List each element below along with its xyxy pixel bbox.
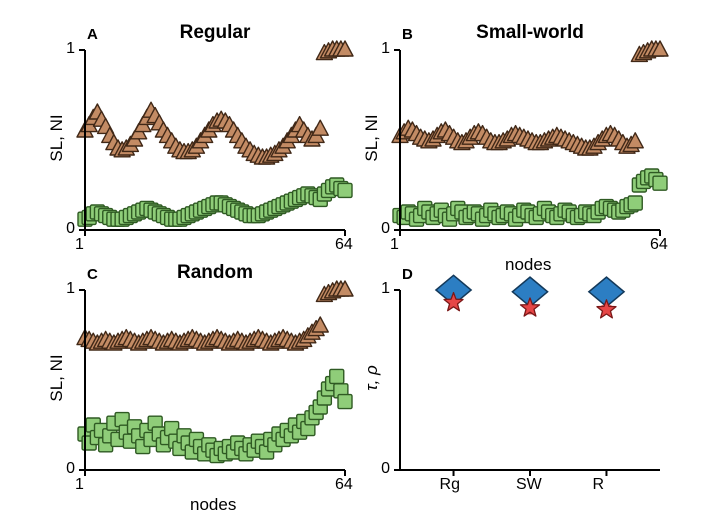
panel-c-letter: C (87, 266, 98, 283)
panel-c-title: Random (85, 262, 345, 284)
figure-root: 16401 16401 16401 01RgSWR Regular Small-… (0, 0, 709, 528)
panel-d-letter: D (402, 266, 413, 283)
panel-b-xlabel: nodes (505, 255, 551, 275)
ytick-label: 1 (381, 40, 390, 58)
xtick-label: 64 (335, 236, 353, 254)
ytick-label: 0 (66, 220, 75, 238)
panel-a: 16401 (85, 50, 345, 230)
ytick-label: 1 (66, 40, 75, 58)
xtick-label: 1 (75, 476, 84, 494)
panel-d: 01RgSWR (400, 290, 660, 470)
panel-c: 16401 (85, 290, 345, 470)
ytick-label: 1 (66, 280, 75, 298)
scatter-plot (85, 50, 345, 230)
ytick-label: 0 (66, 460, 75, 478)
ytick-label: 1 (381, 280, 390, 298)
xtick-label: 1 (390, 236, 399, 254)
scatter-plot (85, 290, 345, 470)
panel-a-ylabel: SL, NI (47, 108, 67, 168)
scatter-plot (400, 50, 660, 230)
xtick-label: 1 (75, 236, 84, 254)
panel-b-ylabel: SL, NI (362, 108, 382, 168)
xtick-label: 64 (650, 236, 668, 254)
xtick-label: 64 (335, 476, 353, 494)
xtick-label: Rg (440, 476, 460, 494)
xtick-label: R (592, 476, 604, 494)
panel-c-xlabel: nodes (190, 495, 236, 515)
panel-a-title: Regular (85, 22, 345, 44)
panel-a-letter: A (87, 26, 98, 43)
panel-b-letter: B (402, 26, 413, 43)
ytick-label: 0 (381, 220, 390, 238)
panel-d-ylabel: τ, ρ (362, 348, 382, 408)
panel-c-ylabel: SL, NI (47, 348, 67, 408)
panel-b: 16401 (400, 50, 660, 230)
correlation-plot (400, 290, 660, 470)
xtick-label: SW (516, 476, 542, 494)
ytick-label: 0 (381, 460, 390, 478)
panel-b-title: Small-world (400, 22, 660, 44)
